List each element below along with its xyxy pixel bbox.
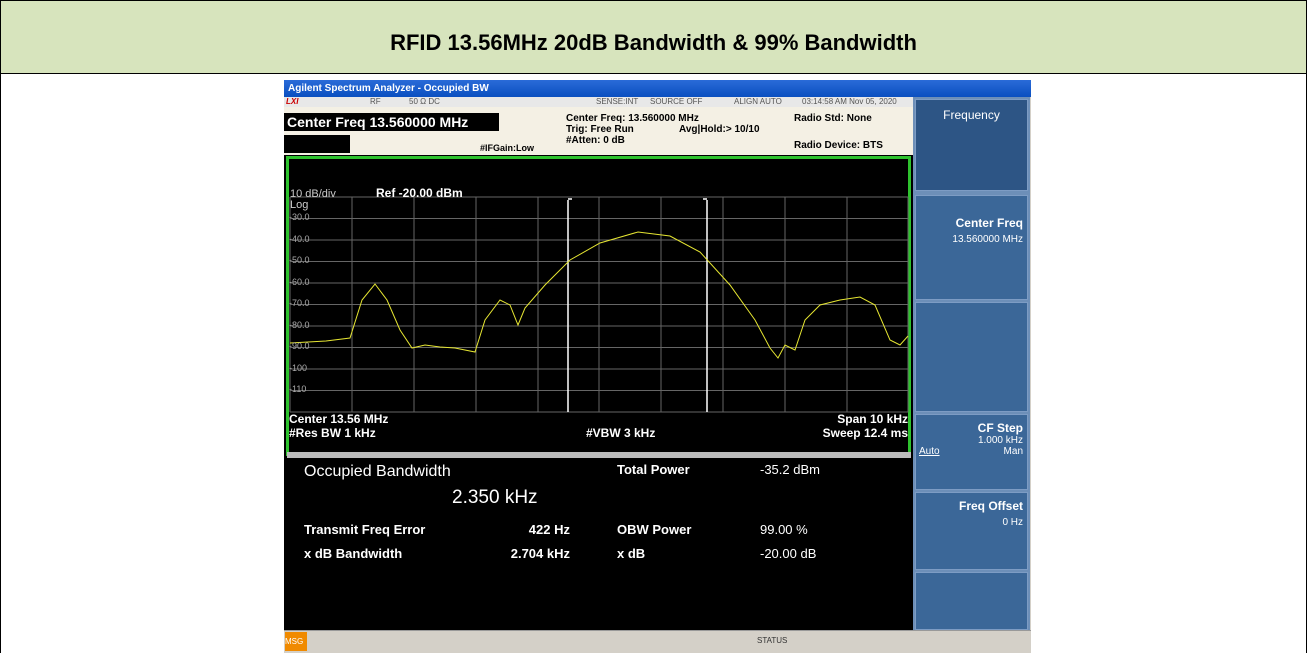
sense: SENSE:INT [596, 97, 639, 106]
auto-man: Auto Man [916, 446, 1023, 458]
impedance: 50 Ω DC [409, 97, 440, 106]
softkey-freq-offset[interactable]: Freq Offset 0 Hz [915, 492, 1028, 570]
graph-scale: 10 dB/div [290, 188, 336, 200]
y-label: -40.0 [289, 233, 310, 244]
graph-rbw: #Res BW 1 kHz [289, 426, 376, 440]
xdb-label: x dB [617, 546, 646, 561]
align: ALIGN AUTO [734, 97, 782, 106]
graph-center: Center 13.56 MHz [289, 412, 389, 426]
ifgain: #IFGain:Low [480, 143, 534, 153]
xdb-value: -20.00 dB [760, 546, 817, 561]
atten: #Atten: 0 dB [566, 135, 625, 146]
softkey-center-freq[interactable]: Center Freq 13.560000 MHz [915, 195, 1028, 300]
y-label: -100 [289, 362, 308, 373]
graph-span: Span 10 kHz [837, 412, 908, 426]
obw-power-value: 99.00 % [760, 522, 808, 537]
grid [289, 196, 909, 413]
cf-step-label: CF Step [977, 421, 1023, 435]
graph-sweep: Sweep 12.4 ms [822, 426, 908, 440]
graph-ref: Ref -20.00 dBm [376, 186, 463, 200]
total-power-value: -35.2 dBm [760, 462, 820, 477]
xdb-bw-label: x dB Bandwidth [304, 546, 403, 561]
tfe-label: Transmit Freq Error [304, 522, 426, 537]
bottom-bar [284, 630, 1031, 652]
lxi: LXI [286, 97, 299, 106]
man: Man [1003, 446, 1023, 457]
msg: MSG [285, 632, 307, 651]
header-title: RFID 13.56MHz 20dB Bandwidth & 99% Bandw… [390, 30, 917, 55]
center-freq-box: Center Freq 13.560000 MHz [284, 113, 499, 131]
y-label: -50.0 [289, 255, 310, 265]
meas-bar: Center Freq 13.560000 MHz #IFGain:Low Ce… [284, 107, 914, 155]
freq-offset-value: 0 Hz [1002, 517, 1023, 528]
obw-label: Occupied Bandwidth [304, 463, 451, 480]
title-bar: Agilent Spectrum Analyzer - Occupied BW [284, 80, 1031, 97]
radio-device: Radio Device: BTS [794, 140, 883, 151]
tfe-value: 422 Hz [528, 522, 570, 537]
y-label: -60.0 [289, 276, 310, 287]
graph-log: Log [290, 199, 309, 211]
xdb-bw-value: 2.704 kHz [510, 546, 570, 561]
y-label: -90.0 [289, 341, 310, 351]
graph-vbw: #VBW 3 kHz [586, 426, 656, 440]
freq-offset-label: Freq Offset [958, 499, 1023, 513]
center-info: Center Freq: 13.560000 MHz [566, 113, 699, 124]
auto: Auto [919, 446, 940, 457]
y-label: -80.0 [289, 319, 310, 330]
status-label: STATUS [757, 636, 788, 645]
obw-power-label: OBW Power [617, 522, 692, 537]
softkey-blank-1[interactable] [915, 302, 1028, 412]
y-label: -30.0 [289, 212, 310, 222]
status-row: LXI RF 50 Ω DC SENSE:INT SOURCE OFF ALIG… [284, 97, 914, 107]
black-box [284, 135, 350, 153]
softkey-blank-2[interactable] [915, 572, 1028, 630]
rf: RF [370, 97, 381, 106]
time: 03:14:58 AM Nov 05, 2020 [802, 97, 897, 106]
radio-std: Radio Std: None [794, 113, 872, 124]
obw-markers [567, 198, 708, 412]
total-power-label: Total Power [617, 462, 690, 477]
y-label: -70.0 [289, 298, 310, 308]
header [0, 0, 1307, 74]
avg: Avg|Hold:> 10/10 [679, 124, 760, 135]
softkey-menu: Frequency [915, 99, 1028, 191]
result-divider [287, 452, 911, 458]
y-label: -110 [289, 384, 307, 394]
source: SOURCE OFF [650, 97, 703, 106]
obw-value: 2.350 kHz [452, 487, 538, 508]
center-freq-value: 13.560000 MHz [952, 234, 1023, 245]
trig: Trig: Free Run [566, 124, 634, 135]
center-freq-label: Center Freq [955, 216, 1023, 230]
cf-step-value: 1.000 kHz [977, 435, 1023, 446]
softkey-cf-step[interactable]: CF Step 1.000 kHz Auto Man [915, 414, 1028, 490]
trace [289, 231, 909, 359]
